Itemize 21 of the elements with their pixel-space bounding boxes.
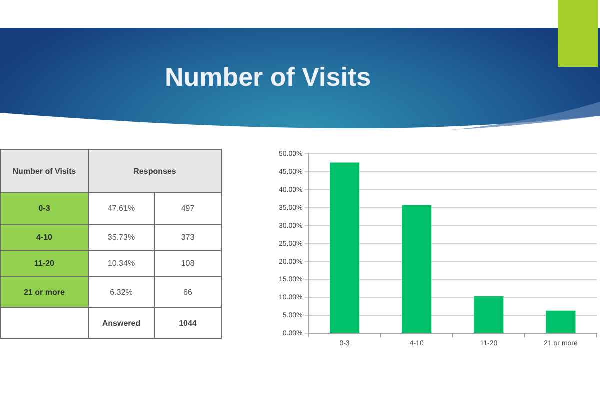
- category-label: 0-3: [0, 192, 88, 224]
- data-label: 66: [154, 276, 222, 308]
- data-label: 6.32%: [88, 276, 154, 308]
- bar: [402, 205, 432, 334]
- data-label: 35.73%: [88, 224, 154, 250]
- text: 1044: [179, 318, 197, 328]
- data-label: 497: [154, 192, 222, 224]
- category-label: 11-20: [0, 250, 88, 276]
- category-label: 4-10: [0, 224, 88, 250]
- data-label: 108: [154, 250, 222, 276]
- data-label: 373: [154, 224, 222, 250]
- text: Answered: [88, 308, 154, 338]
- text: Number of Visits: [164, 62, 372, 92]
- data-label: 10.34%: [88, 250, 154, 276]
- bar: [474, 296, 504, 334]
- bar: [546, 310, 576, 334]
- text: Responses: [88, 150, 222, 192]
- category-label: 21 or more: [0, 276, 88, 308]
- bar: [330, 162, 360, 334]
- data-label: 47.61%: [88, 192, 154, 224]
- text: Number of Visits: [0, 150, 88, 192]
